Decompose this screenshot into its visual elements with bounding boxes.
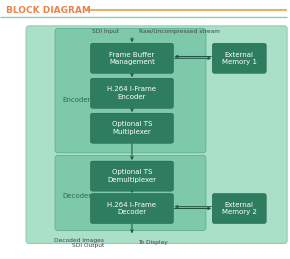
FancyBboxPatch shape bbox=[90, 193, 173, 224]
FancyBboxPatch shape bbox=[212, 193, 266, 224]
Text: Optional TS
Multiplexer: Optional TS Multiplexer bbox=[112, 121, 152, 135]
Text: SDI Output: SDI Output bbox=[72, 243, 104, 248]
Text: Frame Buffer
Management: Frame Buffer Management bbox=[109, 52, 155, 65]
FancyBboxPatch shape bbox=[90, 78, 173, 108]
Text: External
Memory 2: External Memory 2 bbox=[222, 202, 257, 215]
FancyBboxPatch shape bbox=[90, 161, 173, 191]
FancyBboxPatch shape bbox=[90, 43, 173, 73]
FancyBboxPatch shape bbox=[55, 28, 206, 153]
FancyBboxPatch shape bbox=[26, 26, 287, 243]
Text: H.264 I-Frame
Decoder: H.264 I-Frame Decoder bbox=[108, 202, 156, 215]
Text: H.264 I-Frame
Encoder: H.264 I-Frame Encoder bbox=[108, 87, 156, 100]
Text: Decoded Images: Decoded Images bbox=[55, 238, 104, 243]
Text: Encoder: Encoder bbox=[62, 97, 91, 103]
FancyBboxPatch shape bbox=[90, 113, 173, 143]
Text: Optional TS
Demultiplexer: Optional TS Demultiplexer bbox=[108, 169, 156, 183]
Text: External
Memory 1: External Memory 1 bbox=[222, 52, 257, 65]
FancyBboxPatch shape bbox=[55, 155, 206, 231]
Text: BLOCK DIAGRAM: BLOCK DIAGRAM bbox=[6, 6, 91, 16]
Text: SDI Input: SDI Input bbox=[92, 29, 119, 34]
FancyBboxPatch shape bbox=[212, 43, 266, 73]
Text: Raw/Uncompressed stream: Raw/Uncompressed stream bbox=[139, 29, 220, 34]
Text: Decoder: Decoder bbox=[62, 192, 91, 199]
Text: To Display: To Display bbox=[138, 240, 168, 246]
